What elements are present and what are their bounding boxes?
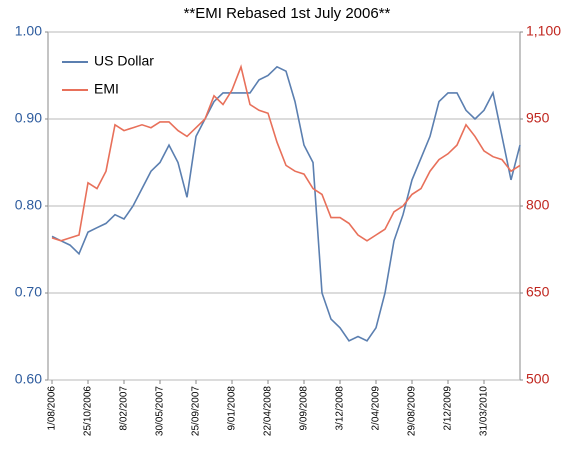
x-tick-label: 9/01/2008 <box>227 386 238 431</box>
x-tick-label: 29/08/2009 <box>407 386 418 436</box>
y2-tick-label: 950 <box>526 110 550 126</box>
series-line <box>51 65 521 342</box>
x-tick-label: 8/02/2007 <box>119 386 130 431</box>
x-tick-label: 22/04/2008 <box>263 386 274 436</box>
x-tick-label: 2/12/2009 <box>443 386 454 431</box>
y-tick-label: 0.70 <box>15 284 42 300</box>
y-tick-label: 0.80 <box>15 197 42 213</box>
y2-tick-label: 650 <box>526 284 550 300</box>
y-tick-label: 1.00 <box>15 23 42 39</box>
legend-label: EMI <box>94 81 119 97</box>
y-tick-label: 0.90 <box>15 110 42 126</box>
x-tick-label: 1/08/2006 <box>47 386 58 431</box>
legend-label: US Dollar <box>94 53 154 69</box>
x-tick-label: 9/09/2008 <box>299 386 310 431</box>
x-tick-label: 2/04/2009 <box>371 386 382 431</box>
y2-tick-label: 1,100 <box>526 23 561 39</box>
y2-tick-label: 800 <box>526 197 550 213</box>
x-tick-label: 25/10/2006 <box>83 386 94 436</box>
y2-tick-label: 500 <box>526 371 550 387</box>
chart-title: **EMI Rebased 1st July 2006** <box>184 5 391 22</box>
x-tick-label: 3/12/2008 <box>335 386 346 431</box>
x-tick-label: 25/09/2007 <box>191 386 202 436</box>
x-tick-label: 31/03/2010 <box>479 386 490 436</box>
y-tick-label: 0.60 <box>15 371 42 387</box>
series-line <box>51 64 521 242</box>
x-tick-label: 30/05/2007 <box>155 386 166 436</box>
